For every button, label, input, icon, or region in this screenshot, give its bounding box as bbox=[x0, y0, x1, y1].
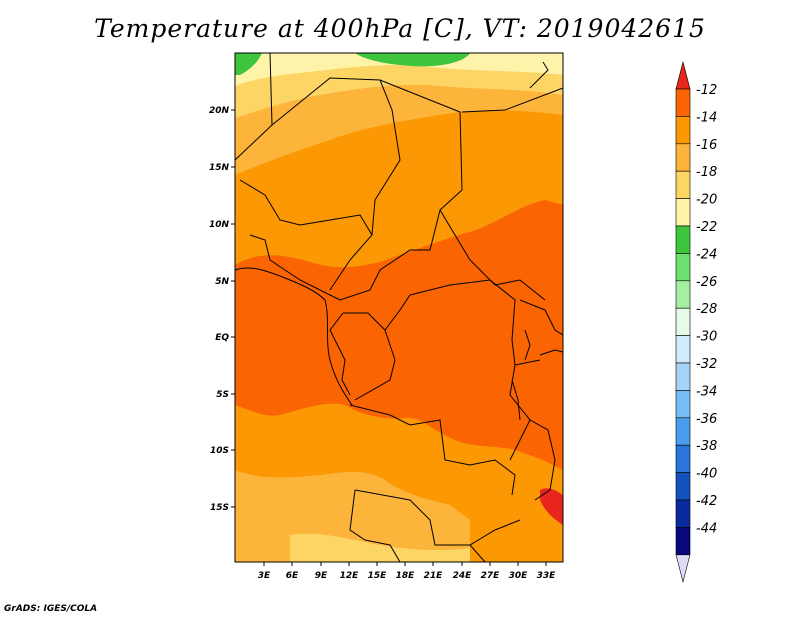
colorbar-swatch bbox=[675, 170, 691, 199]
lon-label-30e: 30E bbox=[509, 571, 529, 581]
colorbar-top-arrow bbox=[675, 60, 691, 90]
lon-label-12e: 12E bbox=[340, 571, 360, 581]
lat-label-5n: 5N bbox=[215, 277, 229, 287]
country-boundaries bbox=[234, 52, 564, 563]
lon-label-3e: 3E bbox=[258, 571, 271, 581]
colorbar-swatch bbox=[675, 198, 691, 227]
colorbar-swatch bbox=[675, 225, 691, 254]
colorbar-label: -14 bbox=[696, 110, 717, 125]
colorbar-label: -36 bbox=[696, 412, 717, 427]
colorbar-swatch bbox=[675, 527, 691, 556]
colorbar-label: -44 bbox=[696, 521, 717, 536]
lat-label-5s: 5S bbox=[216, 390, 229, 400]
colorbar-label: -40 bbox=[696, 467, 717, 482]
colorbar-label: -18 bbox=[696, 165, 717, 180]
colorbar-swatch bbox=[675, 390, 691, 419]
lat-label-15n: 15N bbox=[209, 163, 230, 173]
longitude-axis: 3E 6E 9E 12E 15E 18E 21E 24E 27E 30E 33E bbox=[258, 562, 556, 581]
colorbar-swatch bbox=[675, 253, 691, 282]
colorbar-swatch bbox=[675, 116, 691, 145]
lat-label-10n: 10N bbox=[209, 220, 230, 230]
colorbar-swatch bbox=[675, 417, 691, 446]
lat-label-eq: EQ bbox=[215, 333, 229, 343]
colorbar-swatch bbox=[675, 335, 691, 364]
lon-label-15e: 15E bbox=[368, 571, 388, 581]
map-frame bbox=[234, 52, 564, 563]
colorbar-swatch bbox=[675, 362, 691, 391]
lon-label-27e: 27E bbox=[481, 571, 501, 581]
colorbar-label: -12 bbox=[696, 83, 717, 98]
colorbar-swatch bbox=[675, 444, 691, 473]
map-title: Temperature at 400hPa [C], VT: 201904261… bbox=[94, 14, 706, 43]
colorbar-label: -16 bbox=[696, 138, 717, 153]
colorbar-bottom-arrow bbox=[675, 554, 691, 583]
lon-label-21e: 21E bbox=[424, 571, 444, 581]
colorbar: -12 -14 -16 -18 -20 -22 -24 -26 -28 -30 -32 -34 -36 -… bbox=[675, 60, 717, 583]
colorbar-label: -34 bbox=[696, 384, 717, 399]
colorbar-label: -42 bbox=[696, 494, 717, 509]
colorbar-label: -38 bbox=[696, 439, 717, 454]
colorbar-label: -30 bbox=[696, 330, 717, 345]
lat-label-10s: 10S bbox=[210, 446, 229, 456]
lon-label-24e: 24E bbox=[453, 571, 473, 581]
colorbar-swatch bbox=[675, 280, 691, 309]
latitude-axis: 20N 15N 10N 5N EQ 5S 10S 15S bbox=[209, 106, 235, 513]
lon-label-18e: 18E bbox=[396, 571, 416, 581]
lat-label-20n: 20N bbox=[209, 106, 230, 116]
credit-label: GrADS: IGES/COLA bbox=[4, 604, 98, 614]
colorbar-swatch bbox=[675, 88, 691, 117]
colorbar-label: -26 bbox=[696, 275, 717, 290]
colorbar-label: -22 bbox=[696, 220, 717, 235]
lon-label-6e: 6E bbox=[286, 571, 299, 581]
colorbar-swatch bbox=[675, 143, 691, 172]
lon-label-33e: 33E bbox=[537, 571, 557, 581]
temperature-field bbox=[235, 53, 563, 562]
lon-label-9e: 9E bbox=[315, 571, 328, 581]
colorbar-label: -20 bbox=[696, 193, 717, 208]
colorbar-label: -32 bbox=[696, 357, 717, 372]
colorbar-swatch bbox=[675, 499, 691, 528]
colorbar-swatch bbox=[675, 307, 691, 336]
colorbar-label: -28 bbox=[696, 302, 717, 317]
lat-label-15s: 15S bbox=[210, 503, 229, 513]
colorbar-swatch bbox=[675, 472, 691, 501]
colorbar-label: -24 bbox=[696, 247, 717, 262]
